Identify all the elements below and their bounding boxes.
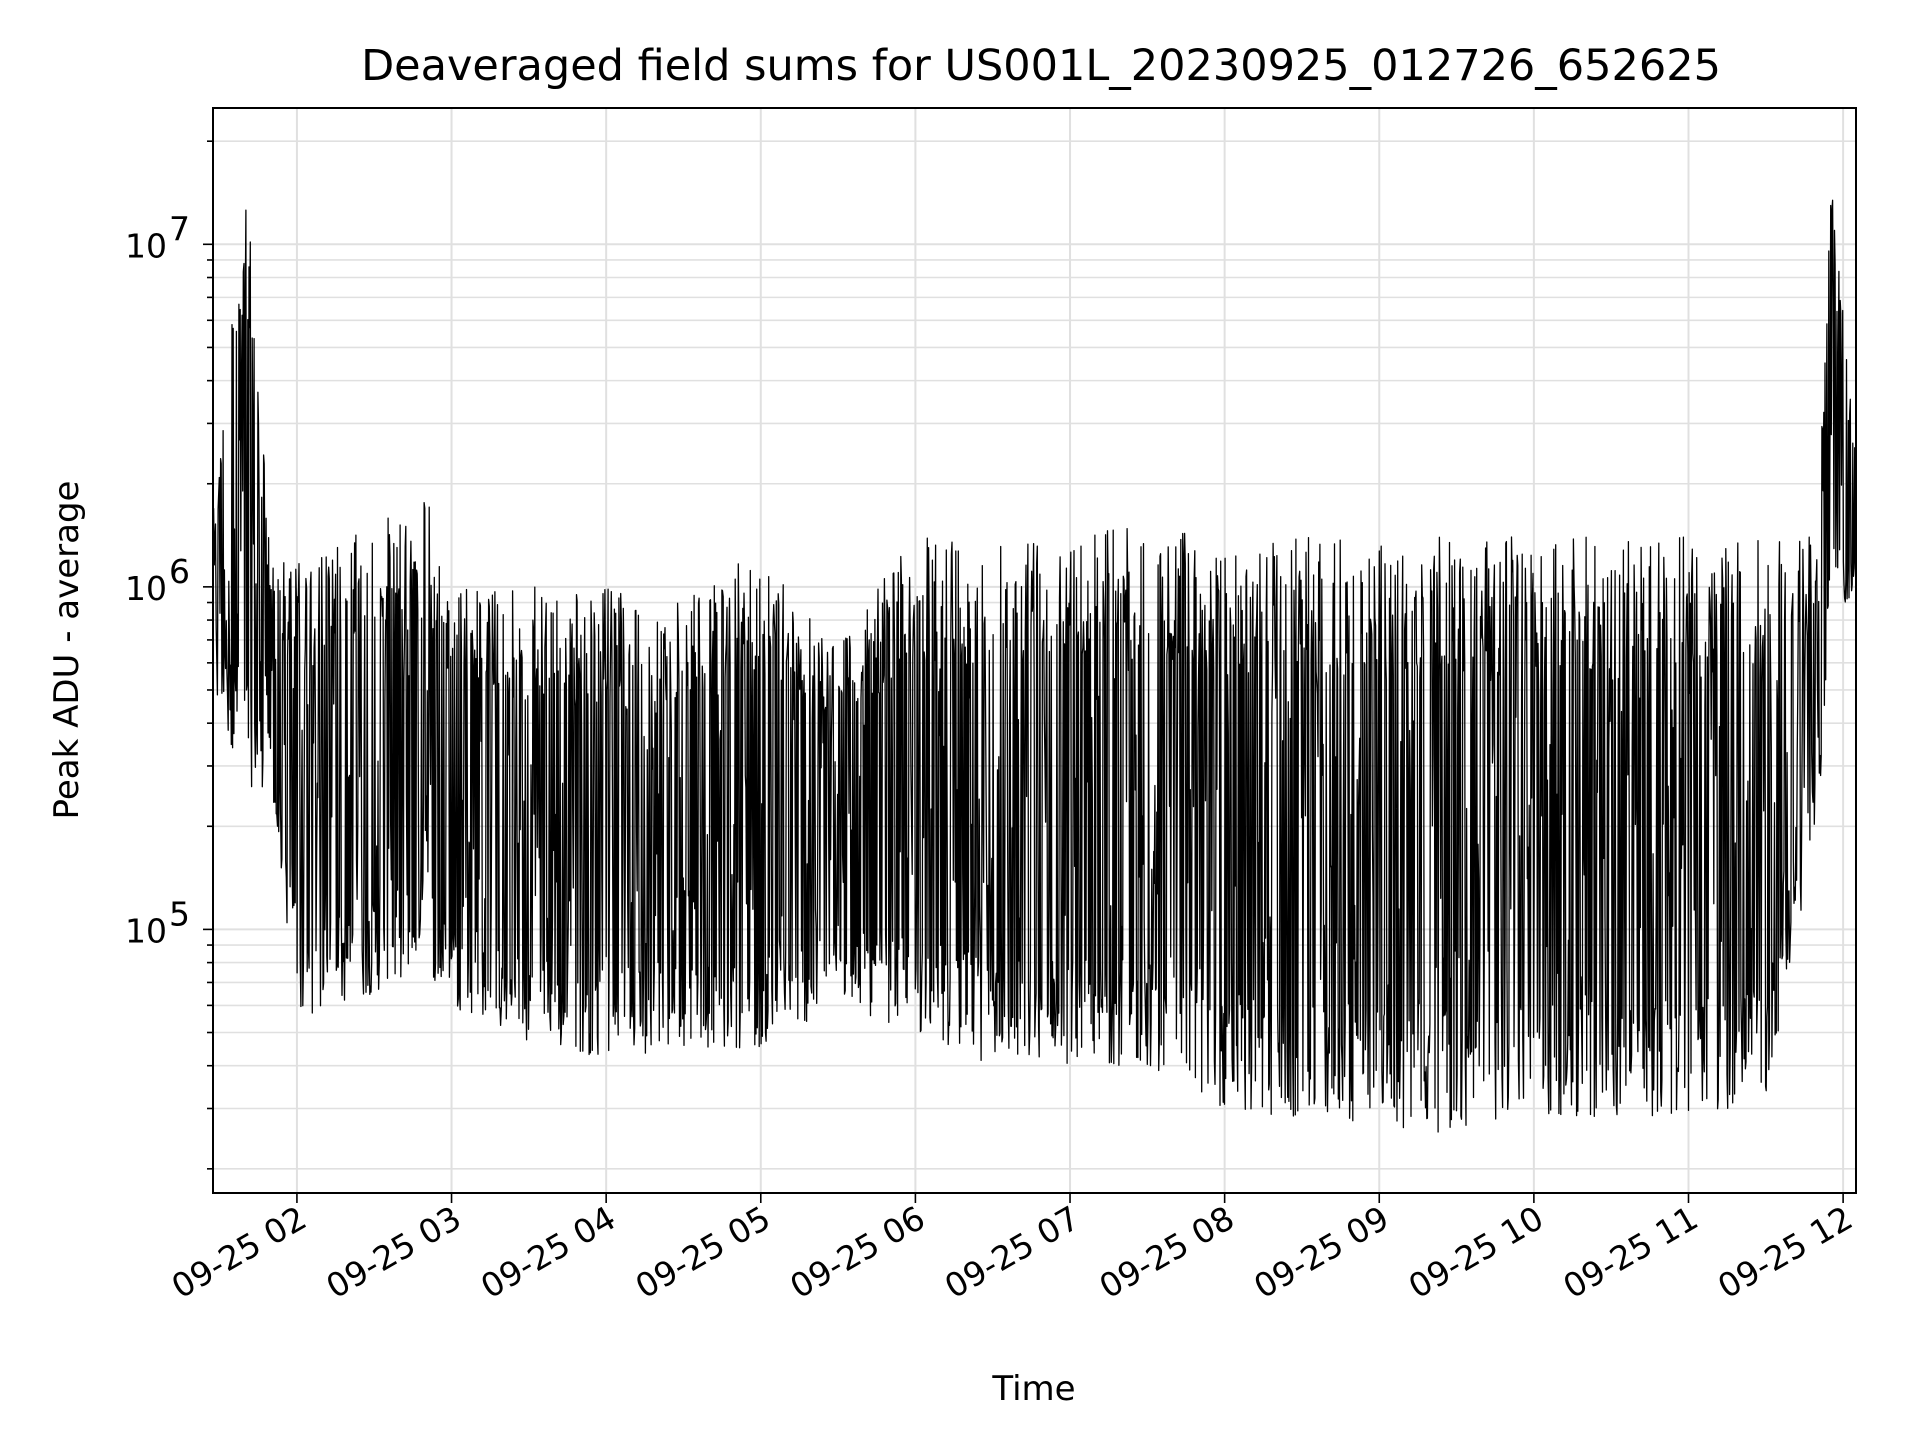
- y-tick-label: 10: [125, 911, 167, 950]
- series-line: [212, 199, 1857, 1133]
- y-axis-label: Peak ADU - average: [47, 481, 87, 820]
- y-tick-exponent: 5: [169, 894, 190, 933]
- y-tick-label: 10: [125, 569, 167, 608]
- y-tick-exponent: 6: [169, 552, 190, 591]
- x-axis-label: Time: [991, 1369, 1075, 1409]
- y-tick-exponent: 7: [169, 209, 190, 248]
- y-tick-label: 10: [125, 226, 167, 265]
- chart-title: Deaveraged field sums for US001L_2023092…: [361, 41, 1721, 91]
- plot-area: [212, 199, 1857, 1133]
- plot-frame: [212, 107, 1857, 1194]
